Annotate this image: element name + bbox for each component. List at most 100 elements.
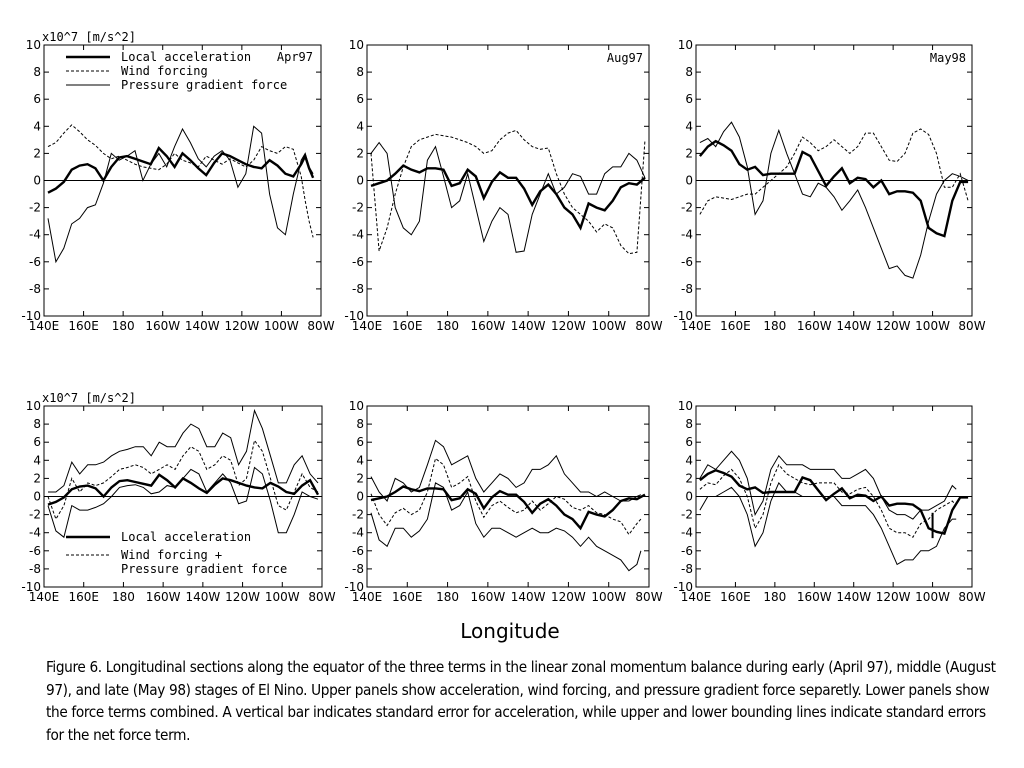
series-line-thin bbox=[370, 141, 646, 253]
chart-panel-upper-left: -10 -8 -6 -4 -2 0 2 4 6 8 10 140E 160E 180 160W 140W 120… bbox=[21, 30, 334, 333]
series-line-thick bbox=[370, 164, 646, 231]
y-tick-label: 6 bbox=[356, 435, 364, 449]
x-tick-label: 180 bbox=[112, 319, 135, 333]
legend-label: Pressure gradient force bbox=[121, 562, 287, 576]
x-tick-label: 160E bbox=[392, 319, 423, 333]
y-tick-label: 4 bbox=[356, 119, 364, 133]
y-tick-label: 2 bbox=[685, 471, 693, 485]
y-tick-label: -2 bbox=[29, 508, 41, 522]
legend-label: Pressure gradient force bbox=[121, 78, 287, 92]
y-tick-label: 0 bbox=[685, 174, 693, 188]
x-tick-label: 140W bbox=[836, 590, 871, 604]
y-tick-label: -10 bbox=[673, 580, 693, 594]
panel-title: Apr97 bbox=[277, 50, 313, 64]
y-tick-label: 4 bbox=[33, 453, 41, 467]
y-tick-label: 2 bbox=[33, 146, 41, 160]
y-tick-label: 8 bbox=[356, 417, 364, 431]
series-line-thin bbox=[699, 481, 957, 566]
chart-panel-upper-middle: -10 -8 -6 -4 -2 0 2 4 6 8 10 140E 160E 180 160W 140W 120… bbox=[344, 38, 662, 333]
y-tick-label: -6 bbox=[29, 255, 41, 269]
x-tick-label: 120W bbox=[225, 590, 260, 604]
y-tick-label: -2 bbox=[681, 201, 693, 215]
series-line-dashed bbox=[370, 129, 646, 255]
y-tick-label: 4 bbox=[685, 119, 693, 133]
y-tick-label: -2 bbox=[352, 508, 364, 522]
series-line-thick bbox=[47, 145, 315, 194]
x-tick-label: 140W bbox=[185, 319, 220, 333]
y-tick-label: 8 bbox=[356, 65, 364, 79]
x-tick-label: 80W bbox=[958, 590, 985, 604]
x-tick-label: 160E bbox=[68, 590, 99, 604]
x-tick-label: 140E bbox=[352, 319, 383, 333]
series-line-thin bbox=[370, 439, 642, 502]
x-tick-label: 140W bbox=[836, 319, 871, 333]
x-tick-label: 140W bbox=[511, 319, 546, 333]
y-tick-label: 0 bbox=[33, 174, 41, 188]
y-tick-label: 4 bbox=[356, 453, 364, 467]
y-tick-label: -4 bbox=[681, 526, 693, 540]
y-tick-label: -6 bbox=[352, 544, 364, 558]
x-tick-label: 180 bbox=[763, 319, 786, 333]
y-tick-label: 8 bbox=[33, 65, 41, 79]
y-tick-label: 8 bbox=[685, 417, 693, 431]
y-tick-label: -8 bbox=[681, 562, 693, 576]
x-tick-label: 100W bbox=[915, 590, 950, 604]
y-tick-label: 10 bbox=[678, 38, 693, 52]
y-tick-label: -6 bbox=[352, 255, 364, 269]
x-tick-label: 100W bbox=[915, 319, 950, 333]
y-tick-label: -4 bbox=[29, 526, 41, 540]
y-tick-label: 6 bbox=[685, 92, 693, 106]
x-axis-label: Longitude bbox=[460, 619, 559, 643]
y-tick-label: 4 bbox=[33, 119, 41, 133]
y-tick-label: 8 bbox=[33, 417, 41, 431]
y-tick-label: 10 bbox=[349, 399, 364, 413]
legend-label: Local acceleration bbox=[121, 50, 251, 64]
y-tick-label: -10 bbox=[344, 580, 364, 594]
x-tick-label: 160E bbox=[68, 319, 99, 333]
x-tick-label: 140W bbox=[511, 590, 546, 604]
series-line-dashed bbox=[699, 128, 969, 215]
y-tick-label: 10 bbox=[678, 399, 693, 413]
x-tick-label: 160W bbox=[470, 319, 505, 333]
y-tick-label: 2 bbox=[685, 146, 693, 160]
x-tick-label: 160E bbox=[720, 590, 751, 604]
y-tick-label: 6 bbox=[33, 92, 41, 106]
series-line-dashed bbox=[47, 124, 314, 238]
x-tick-label: 80W bbox=[308, 590, 335, 604]
x-tick-label: 140E bbox=[29, 319, 60, 333]
y-tick-label: -10 bbox=[21, 309, 41, 323]
x-tick-label: 120W bbox=[551, 590, 586, 604]
x-tick-label: 160E bbox=[720, 319, 751, 333]
y-tick-label: -2 bbox=[681, 508, 693, 522]
x-tick-label: 80W bbox=[958, 319, 985, 333]
y-tick-label: 6 bbox=[685, 435, 693, 449]
y-tick-label: 0 bbox=[356, 174, 364, 188]
y-tick-label: -4 bbox=[352, 228, 364, 242]
x-tick-label: 140E bbox=[352, 590, 383, 604]
chart-panel-lower-right: -10 -8 -6 -4 -2 0 2 4 6 8 10 140E 160E 180 160W 140W 120… bbox=[673, 399, 985, 604]
series-line-thin bbox=[699, 450, 957, 520]
x-tick-label: 160W bbox=[470, 590, 505, 604]
y-tick-label: 4 bbox=[685, 453, 693, 467]
series-line-dashed bbox=[47, 439, 319, 521]
y-units-label: x10^7 [m/s^2] bbox=[42, 30, 136, 44]
panel-title: Aug97 bbox=[607, 51, 643, 65]
y-tick-label: 2 bbox=[356, 471, 364, 485]
legend-label: Local acceleration bbox=[121, 530, 251, 544]
y-units-label: x10^7 [m/s^2] bbox=[42, 391, 136, 405]
y-tick-label: -4 bbox=[681, 228, 693, 242]
y-tick-label: 8 bbox=[685, 65, 693, 79]
x-tick-label: 180 bbox=[112, 590, 135, 604]
y-tick-label: -10 bbox=[673, 309, 693, 323]
y-tick-label: -2 bbox=[29, 201, 41, 215]
series-line-thick bbox=[699, 469, 969, 536]
y-tick-label: 2 bbox=[356, 146, 364, 160]
series-line-thin bbox=[47, 466, 319, 539]
y-tick-label: -6 bbox=[681, 544, 693, 558]
y-tick-label: -2 bbox=[352, 201, 364, 215]
panel-title: May98 bbox=[930, 51, 966, 65]
series-line-thin bbox=[699, 121, 969, 279]
x-tick-label: 80W bbox=[635, 590, 662, 604]
y-tick-label: -10 bbox=[344, 309, 364, 323]
